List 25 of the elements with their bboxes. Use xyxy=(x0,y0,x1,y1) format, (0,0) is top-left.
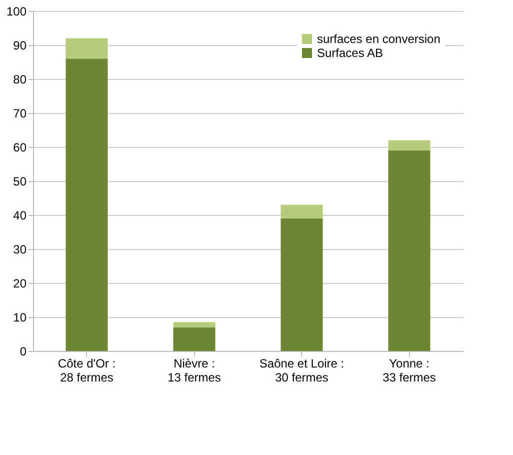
y-tick-label: 60 xyxy=(13,140,27,154)
y-tick-label: 30 xyxy=(13,242,27,256)
bar xyxy=(66,58,108,351)
bar xyxy=(388,140,430,150)
bar xyxy=(280,204,323,218)
y-tick-label: 70 xyxy=(13,106,27,120)
legend-label: surfaces en conversion xyxy=(317,32,440,46)
x-tick-label: Côte d'Or : 28 fermes xyxy=(58,356,116,384)
y-tick-label: 40 xyxy=(13,208,27,222)
legend-label: Surfaces AB xyxy=(317,46,384,60)
bar xyxy=(280,218,323,351)
bar xyxy=(173,327,216,351)
y-tick-label: 20 xyxy=(13,276,27,290)
x-tick-label: Yonne : 33 fermes xyxy=(382,356,436,384)
y-tick-label: 100 xyxy=(6,4,27,18)
y-tick-label: 0 xyxy=(20,344,27,358)
bar xyxy=(173,322,216,328)
y-tick-label: 90 xyxy=(13,38,27,52)
x-tick-label: Nièvre : 13 fermes xyxy=(168,356,221,384)
y-tick-label: 50 xyxy=(13,174,27,188)
bar xyxy=(66,38,108,59)
y-tick-label: 80 xyxy=(13,72,27,86)
y-tick-label: 10 xyxy=(13,310,27,324)
bar xyxy=(388,150,430,351)
x-tick-label: Saône et Loire : 30 fermes xyxy=(259,356,344,384)
